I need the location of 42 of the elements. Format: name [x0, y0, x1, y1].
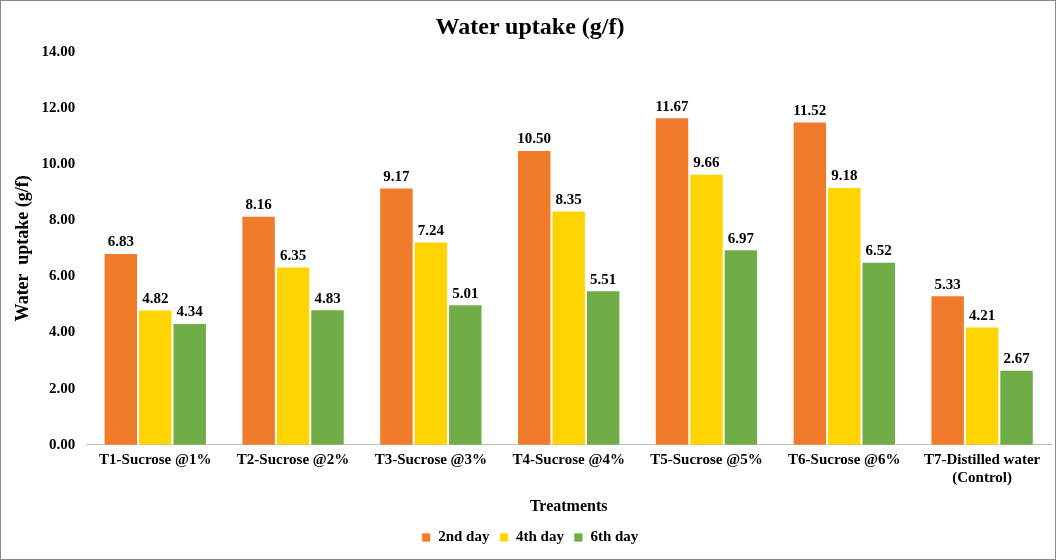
x-tick-label: T1-Sucrose @1% [99, 450, 212, 467]
data-label: 7.24 [417, 221, 445, 238]
data-label: 4.83 [314, 289, 341, 306]
legend-label: 6th day [590, 528, 639, 545]
y-tick-label: 6.00 [49, 267, 76, 284]
x-tick-label: T7-Distilled water (Control) [923, 450, 1041, 486]
data-label: 6.35 [279, 246, 307, 263]
x-axis-title: Treatments [529, 496, 608, 514]
y-tick-label: 10.00 [41, 154, 76, 171]
data-label: 5.51 [590, 270, 617, 287]
legend-label: 2nd day [438, 528, 490, 545]
x-tick-label: T2-Sucrose @2% [236, 450, 350, 467]
x-tick-label: T4-Sucrose @4% [512, 450, 625, 467]
y-tick-label: 4.00 [49, 323, 76, 340]
data-label: 9.18 [831, 167, 858, 184]
data-label: 4.21 [968, 306, 996, 323]
data-label: 5.01 [452, 284, 479, 301]
y-tick-label: 12.00 [41, 98, 76, 115]
chart-title: Water uptake (g/f) [435, 12, 625, 39]
data-label: 10.50 [517, 130, 552, 147]
x-tick-label: T5-Sucrose @5% [650, 450, 763, 467]
legend-label: 4th day [515, 528, 565, 545]
data-label: 4.34 [176, 303, 204, 320]
data-label: 6.52 [865, 242, 892, 259]
data-label: 8.35 [555, 190, 582, 207]
data-label: 11.52 [793, 101, 827, 118]
data-label: 6.97 [727, 229, 755, 246]
y-axis-title: Water uptake (g/f) [12, 175, 34, 322]
x-tick-label: T3-Sucrose @3% [374, 450, 488, 467]
data-label: 6.83 [107, 233, 134, 250]
data-label: 5.33 [934, 275, 961, 292]
y-tick-label: 8.00 [49, 211, 76, 228]
data-label: 8.16 [245, 196, 273, 213]
data-label: 9.66 [693, 154, 721, 171]
data-label: 4.82 [142, 289, 169, 306]
y-tick-label: 14.00 [41, 42, 76, 59]
y-tick-label: 0.00 [49, 435, 76, 452]
x-tick-label: T6-Sucrose @6% [788, 450, 901, 467]
data-label: 11.67 [655, 97, 689, 114]
y-tick-label: 2.00 [49, 379, 76, 396]
data-label: 9.17 [383, 167, 411, 184]
data-label: 2.67 [1003, 350, 1031, 367]
